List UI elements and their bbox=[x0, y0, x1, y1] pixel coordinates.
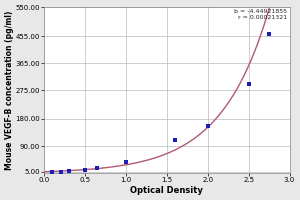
Text: b = -4.44921855
r = 0.00021321: b = -4.44921855 r = 0.00021321 bbox=[234, 9, 287, 20]
Y-axis label: Mouse VEGF-B concentration (pg/ml): Mouse VEGF-B concentration (pg/ml) bbox=[5, 11, 14, 170]
X-axis label: Optical Density: Optical Density bbox=[130, 186, 203, 195]
